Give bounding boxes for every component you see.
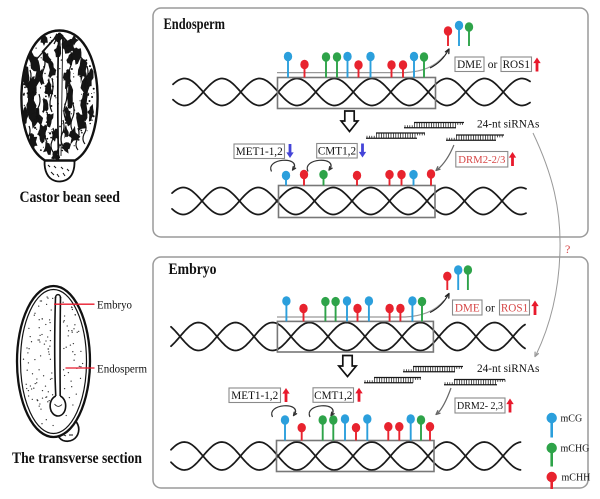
svg-text:DME: DME: [457, 59, 482, 71]
svg-text:CMT1,2: CMT1,2: [318, 146, 356, 158]
svg-text:ROS1: ROS1: [501, 302, 528, 314]
svg-text:or: or: [488, 59, 498, 71]
svg-text:DRM2- 2,3: DRM2- 2,3: [457, 400, 503, 412]
svg-text:MET1-1,2: MET1-1,2: [231, 390, 278, 402]
svg-text:DRM2-2/3: DRM2-2/3: [458, 154, 505, 166]
svg-text:MET1-1,2: MET1-1,2: [236, 146, 283, 158]
svg-text:mCHG: mCHG: [561, 444, 590, 455]
svg-text:24-nt siRNAs: 24-nt siRNAs: [477, 119, 539, 131]
svg-text:or: or: [485, 303, 495, 315]
svg-text:mCHH: mCHH: [562, 473, 591, 484]
svg-text:24-nt siRNAs: 24-nt siRNAs: [477, 363, 539, 375]
svg-text:The transverse section: The transverse section: [12, 450, 142, 467]
svg-text:DME: DME: [455, 302, 480, 314]
svg-text:Endosperm: Endosperm: [97, 361, 147, 375]
svg-text:mCG: mCG: [561, 414, 583, 425]
svg-text:Embryo: Embryo: [97, 298, 132, 312]
svg-text:CMT1,2: CMT1,2: [314, 390, 352, 402]
svg-text:?: ?: [565, 242, 570, 256]
svg-text:Endosperm: Endosperm: [164, 16, 226, 33]
svg-text:ROS1: ROS1: [503, 59, 530, 71]
svg-text:Embryo: Embryo: [169, 261, 217, 278]
svg-text:Castor bean seed: Castor bean seed: [20, 189, 121, 206]
